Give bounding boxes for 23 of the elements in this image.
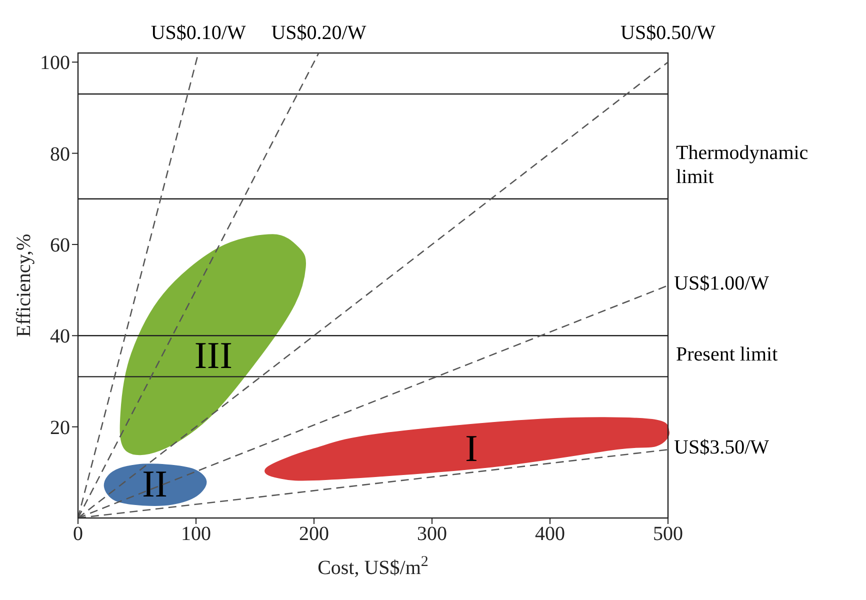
series-label: US$0.10/W (150, 22, 246, 44)
ref-line-label: Thermodynamic limit (676, 142, 808, 188)
y-tick-label: 40 (50, 326, 70, 348)
y-tick-label: 80 (50, 143, 70, 166)
y-tick-label: 20 (50, 416, 70, 439)
x-tick-label: 100 (181, 523, 211, 546)
x-tick-label: 0 (73, 523, 83, 546)
x-tick-label: 200 (299, 523, 329, 546)
series-label: US$3.50/W (674, 436, 770, 459)
y-tick-label: 100 (40, 52, 70, 74)
series-label: US$0.20/W (271, 22, 366, 44)
series-label: III (194, 335, 232, 378)
series-label: US$1.00/W (674, 272, 770, 294)
series-label: US$0.50/W (620, 22, 716, 44)
x-tick-label: 400 (535, 523, 565, 546)
x-tick-label: 300 (417, 523, 447, 546)
y-tick-label: 60 (50, 234, 70, 257)
series-label: II (142, 463, 168, 506)
x-axis-title: Cost, US$/m$^{2}$ (318, 554, 428, 579)
series-label: I (465, 428, 478, 470)
x-tick-label: 500 (653, 523, 683, 546)
y-axis-title: Efficiency,% (13, 234, 36, 338)
ref-line-label: Present limit (676, 344, 778, 366)
